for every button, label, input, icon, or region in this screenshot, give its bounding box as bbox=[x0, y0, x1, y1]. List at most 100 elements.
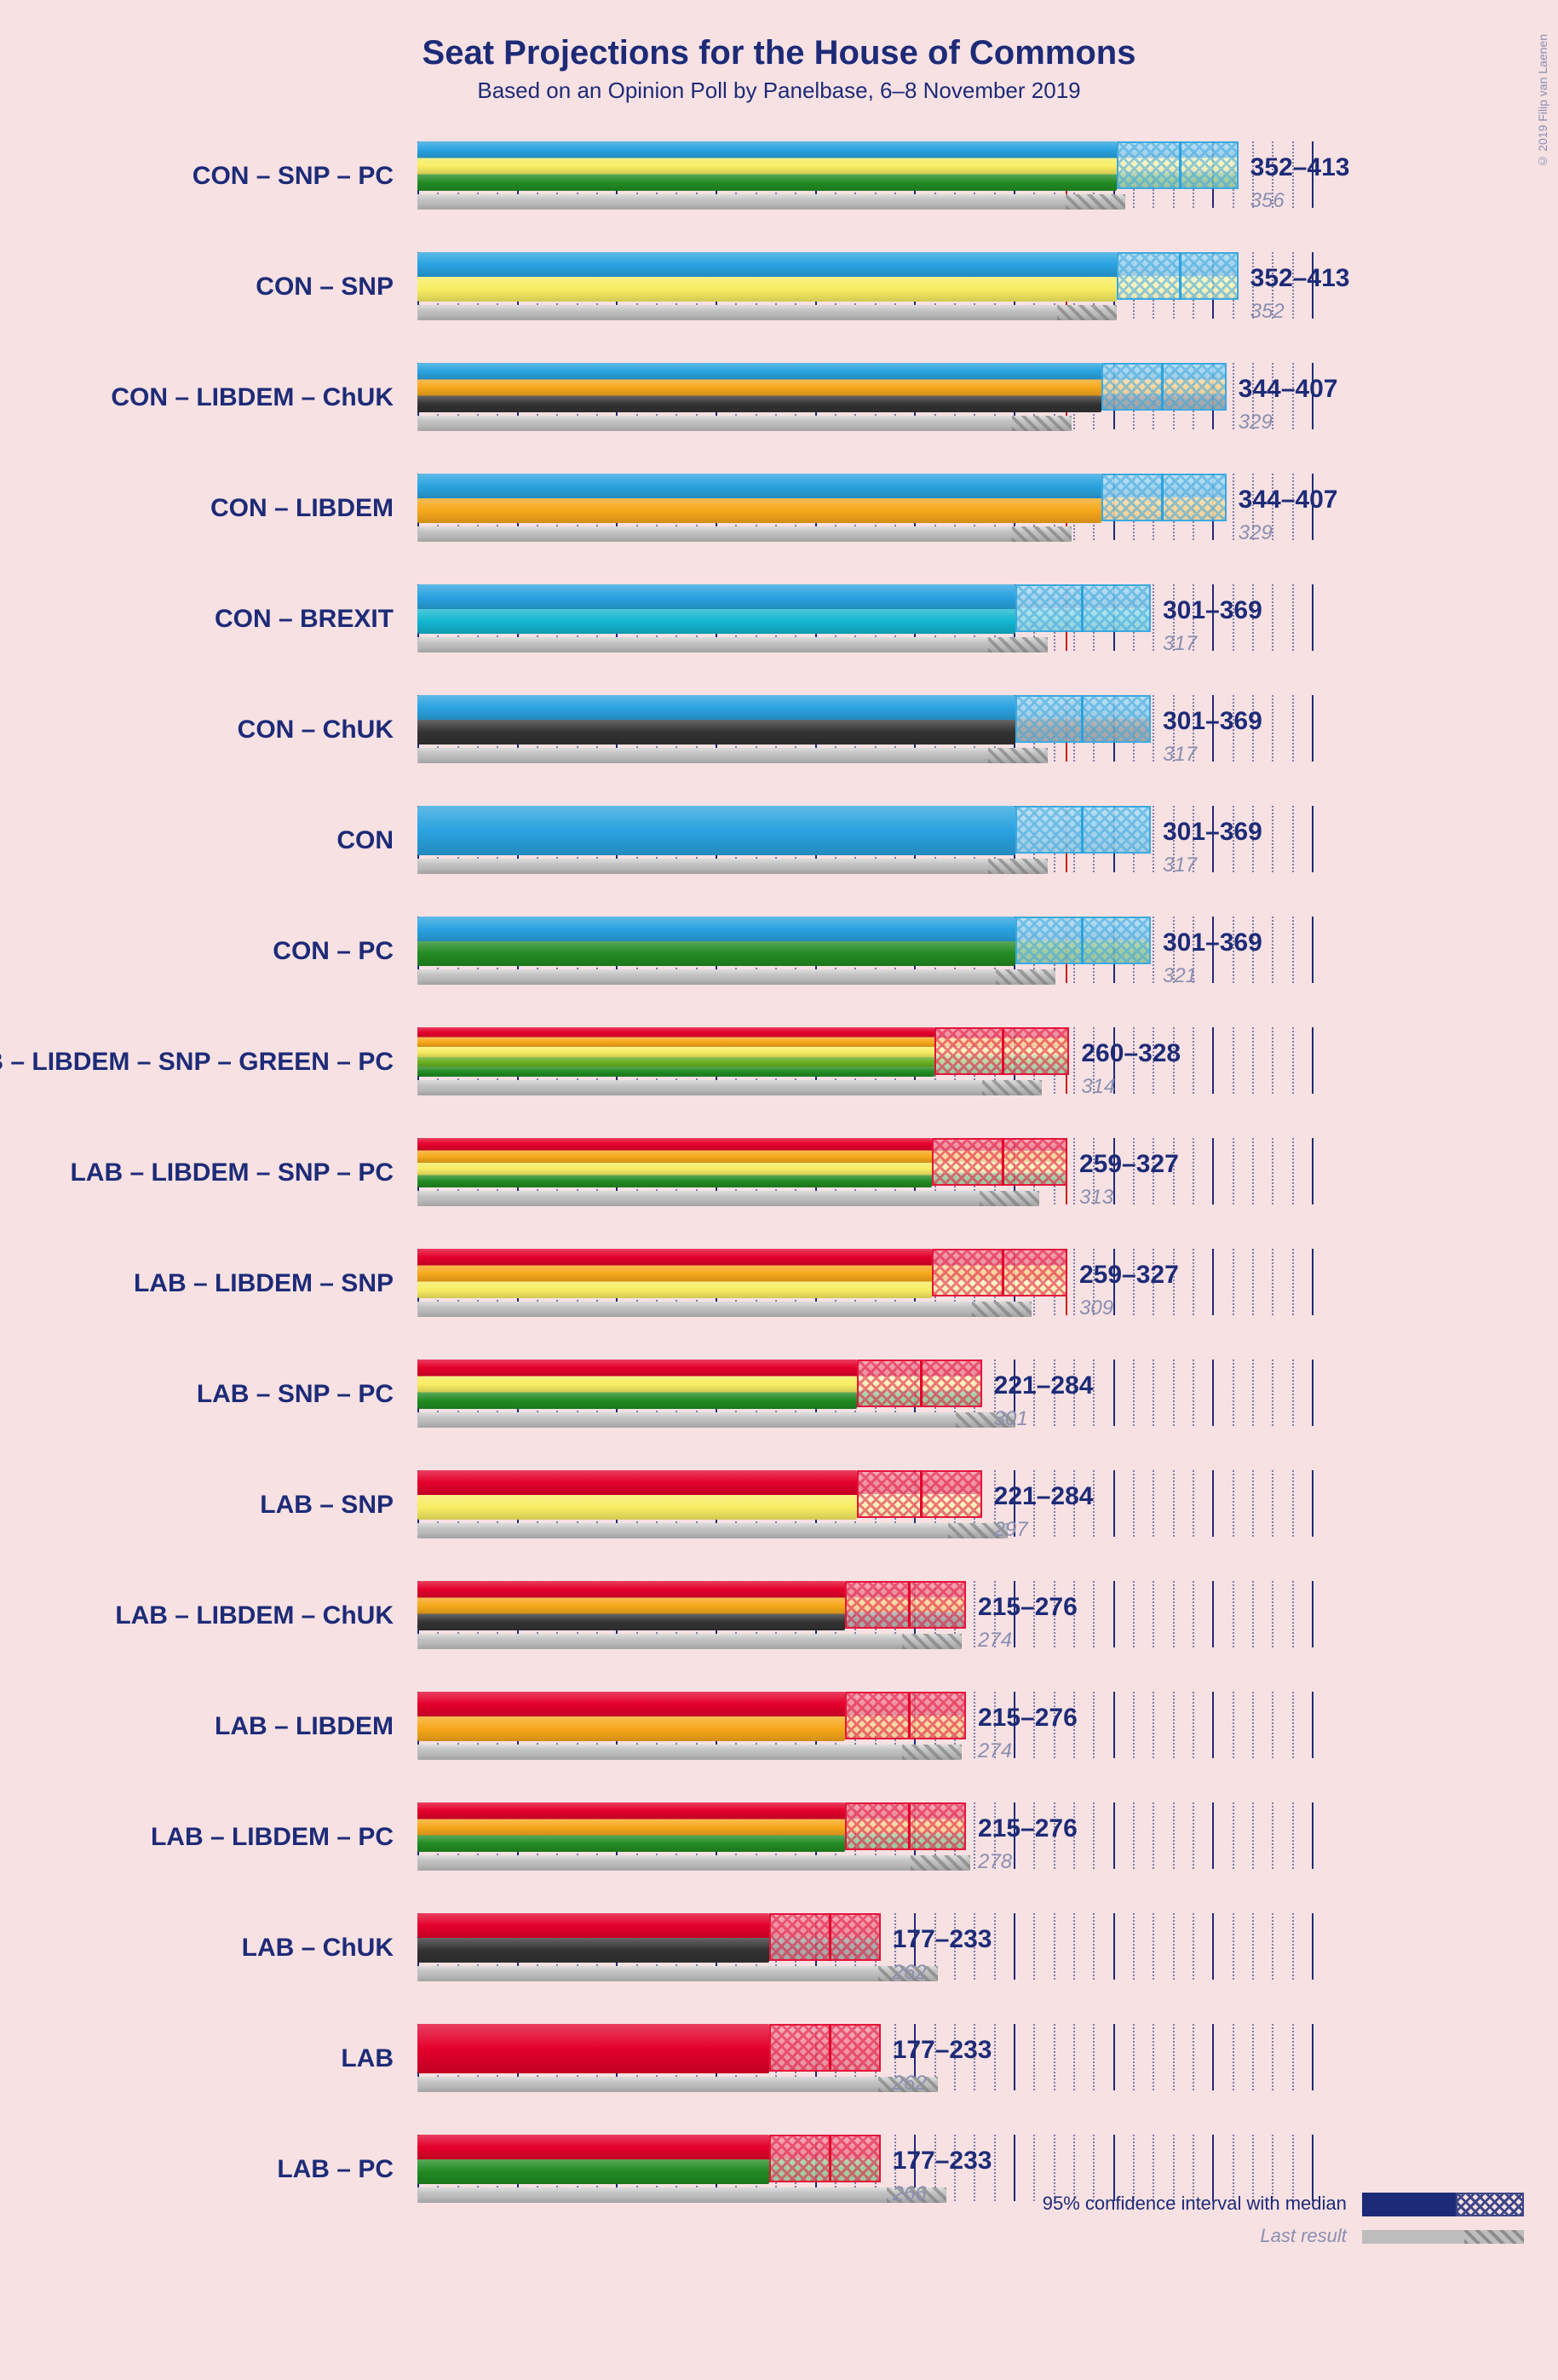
bar-zone: 215–276278 bbox=[417, 1802, 1312, 1869]
last-result-label: 297 bbox=[994, 1518, 1028, 1542]
last-result-label: 329 bbox=[1239, 521, 1273, 545]
last-result-bar bbox=[417, 1634, 962, 1649]
median-tick bbox=[1002, 1027, 1004, 1075]
last-result-bar bbox=[417, 1966, 938, 1981]
chart-subtitle: Based on an Opinion Poll by Panelbase, 6… bbox=[0, 78, 1558, 104]
last-result-bar bbox=[417, 637, 1048, 652]
coalition-row: LAB – ChUK177–233262 bbox=[417, 1906, 1312, 2017]
last-result-label: 352 bbox=[1250, 300, 1285, 324]
coalition-row: CON – LIBDEM – ChUK344–407329 bbox=[417, 356, 1312, 467]
bar-zone: 352–413352 bbox=[417, 252, 1312, 319]
bar-zone: 344–407329 bbox=[417, 474, 1312, 540]
coalition-label: LAB – LIBDEM – PC bbox=[151, 1823, 394, 1852]
confidence-interval bbox=[845, 1692, 966, 1739]
coalition-label: LAB bbox=[341, 2044, 394, 2073]
last-result-label: 356 bbox=[1250, 189, 1285, 213]
legend: 95% confidence interval with median Last… bbox=[1043, 2193, 1524, 2247]
chart-title: Seat Projections for the House of Common… bbox=[0, 34, 1558, 72]
range-label: 215–276 bbox=[978, 1814, 1078, 1843]
last-result-label: 313 bbox=[1079, 1186, 1113, 1210]
median-tick bbox=[1081, 584, 1084, 632]
range-label: 301–369 bbox=[1163, 596, 1262, 625]
last-result-bar bbox=[417, 859, 1048, 874]
confidence-interval bbox=[769, 1913, 881, 1961]
range-label: 344–407 bbox=[1239, 486, 1338, 515]
median-tick bbox=[908, 1581, 911, 1629]
last-result-label: 317 bbox=[1163, 632, 1197, 656]
coalition-row: LAB – LIBDEM – SNP – GREEN – PC260–32831… bbox=[417, 1020, 1312, 1131]
copyright: © 2019 Filip van Laenen bbox=[1536, 34, 1549, 169]
projection-bar bbox=[417, 917, 1015, 966]
median-tick bbox=[920, 1360, 923, 1407]
coalition-label: LAB – LIBDEM – SNP bbox=[134, 1269, 394, 1298]
last-result-bar bbox=[417, 194, 1125, 210]
last-result-bar bbox=[417, 1745, 962, 1760]
range-label: 344–407 bbox=[1239, 375, 1338, 404]
bar-zone: 221–284301 bbox=[417, 1360, 1312, 1426]
projection-bar bbox=[417, 806, 1015, 855]
range-label: 215–276 bbox=[978, 1593, 1078, 1622]
bar-zone: 177–233262 bbox=[417, 1913, 1312, 1980]
projection-bar bbox=[417, 1692, 845, 1741]
median-tick bbox=[829, 1913, 831, 1961]
coalition-label: LAB – LIBDEM – SNP – PC bbox=[70, 1158, 394, 1187]
range-label: 260–328 bbox=[1081, 1039, 1181, 1068]
legend-last-row: Last result bbox=[1043, 2225, 1524, 2247]
projection-bar bbox=[417, 1913, 769, 1963]
last-result-bar bbox=[417, 748, 1048, 763]
confidence-interval bbox=[769, 2024, 881, 2072]
median-tick bbox=[908, 1692, 911, 1739]
range-label: 259–327 bbox=[1079, 1261, 1179, 1290]
range-label: 221–284 bbox=[994, 1482, 1094, 1511]
last-result-bar bbox=[417, 1302, 1032, 1317]
bar-zone: 215–276274 bbox=[417, 1692, 1312, 1758]
coalition-row: CON – PC301–369321 bbox=[417, 910, 1312, 1020]
confidence-interval bbox=[857, 1360, 982, 1407]
projection-bar bbox=[417, 1138, 932, 1187]
last-result-label: 262 bbox=[893, 1961, 927, 1985]
confidence-interval bbox=[857, 1470, 982, 1518]
range-label: 352–413 bbox=[1250, 264, 1350, 293]
coalition-row: LAB – SNP – PC221–284301 bbox=[417, 1353, 1312, 1463]
projection-bar bbox=[417, 2024, 769, 2073]
projection-bar bbox=[417, 695, 1015, 744]
bar-zone: 301–369321 bbox=[417, 917, 1312, 983]
coalition-label: CON bbox=[336, 826, 394, 855]
coalition-label: CON – SNP – PC bbox=[193, 162, 394, 191]
last-result-label: 278 bbox=[978, 1850, 1012, 1874]
last-result-label: 274 bbox=[978, 1629, 1012, 1653]
median-tick bbox=[1161, 474, 1164, 521]
confidence-interval bbox=[1117, 141, 1238, 189]
legend-last-label: Last result bbox=[1260, 2225, 1347, 2246]
bar-zone: 221–284297 bbox=[417, 1470, 1312, 1537]
last-result-bar bbox=[417, 305, 1117, 320]
last-result-bar bbox=[417, 1523, 1008, 1538]
last-result-bar bbox=[417, 2187, 946, 2203]
bar-zone: 259–327313 bbox=[417, 1138, 1312, 1204]
confidence-interval bbox=[932, 1249, 1067, 1296]
projection-bar bbox=[417, 363, 1101, 412]
legend-ci-swatch bbox=[1362, 2193, 1524, 2216]
last-result-bar bbox=[417, 416, 1072, 431]
coalition-label: LAB – ChUK bbox=[242, 1934, 394, 1963]
confidence-interval bbox=[845, 1802, 966, 1850]
confidence-interval bbox=[769, 2135, 881, 2182]
confidence-interval bbox=[932, 1138, 1067, 1186]
median-tick bbox=[1161, 363, 1164, 411]
plot-area: CON – SNP – PC352–413356CON – SNP352–413… bbox=[417, 135, 1312, 2239]
bar-zone: 177–233266 bbox=[417, 2135, 1312, 2201]
last-result-label: 274 bbox=[978, 1739, 1012, 1763]
range-label: 301–369 bbox=[1163, 928, 1262, 957]
coalition-label: LAB – PC bbox=[277, 2155, 394, 2184]
coalition-label: LAB – LIBDEM – ChUK bbox=[115, 1601, 394, 1630]
median-tick bbox=[908, 1802, 911, 1850]
last-result-bar bbox=[417, 526, 1072, 542]
projection-bar bbox=[417, 1802, 845, 1852]
seat-projection-chart: © 2019 Filip van Laenen Seat Projections… bbox=[0, 0, 1558, 2290]
coalition-label: CON – PC bbox=[273, 937, 394, 966]
legend-last-swatch bbox=[1362, 2230, 1524, 2244]
last-result-bar bbox=[417, 1412, 1015, 1428]
bar-zone: 352–413356 bbox=[417, 141, 1312, 208]
legend-ci-label: 95% confidence interval with median bbox=[1043, 2193, 1347, 2214]
coalition-label: CON – SNP bbox=[256, 273, 394, 302]
